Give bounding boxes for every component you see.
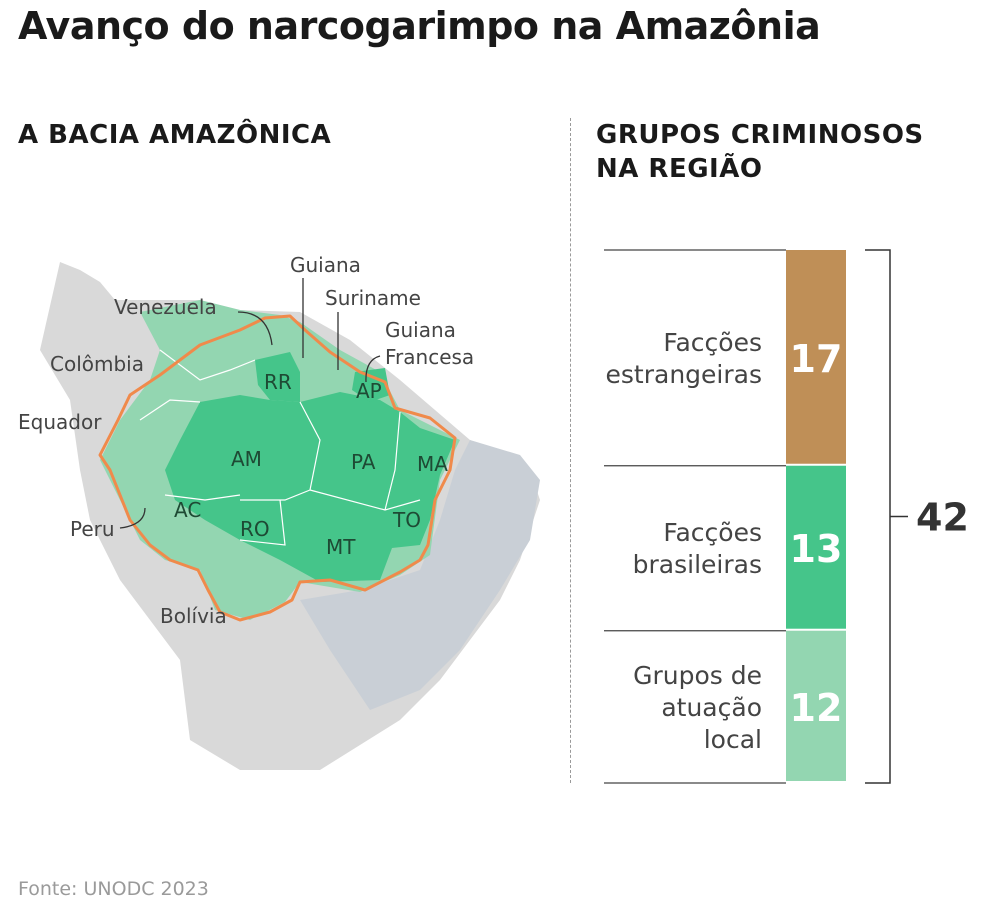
label-state-ac: AC <box>174 498 201 522</box>
label-guiana-francesa-2: Francesa <box>385 345 474 369</box>
label-state-rr: RR <box>264 370 292 394</box>
section-divider <box>570 118 571 783</box>
label-guiana-francesa-1: Guiana <box>385 318 456 342</box>
page-title: Avanço do narcogarimpo na Amazônia <box>18 4 821 48</box>
bar-segment-2 <box>786 465 846 629</box>
leader-lines <box>119 278 381 529</box>
label-colombia: Colômbia <box>50 352 144 376</box>
category-label: estrangeiras <box>606 360 762 389</box>
label-state-ma: MA <box>417 452 448 476</box>
category-label: Facções <box>663 518 762 547</box>
label-state-ap: AP <box>356 379 382 403</box>
label-state-mt: MT <box>326 535 356 559</box>
category-label: atuação <box>661 693 762 722</box>
bar-value-label: 17 <box>790 337 843 381</box>
label-guiana: Guiana <box>290 253 361 277</box>
category-label: brasileiras <box>633 550 762 579</box>
roraima-shape <box>255 352 300 402</box>
label-equador: Equador <box>18 410 102 434</box>
state-borders <box>139 349 421 546</box>
source-note: Fonte: UNODC 2023 <box>18 878 209 900</box>
groups-heading-line2: NA REGIÃO <box>596 154 763 184</box>
amapa-shape <box>352 368 390 402</box>
label-suriname: Suriname <box>325 286 421 310</box>
label-state-pa: PA <box>351 450 376 474</box>
label-state-to: TO <box>392 508 421 532</box>
brazil-outside-basin <box>300 440 540 710</box>
groups-heading-line1: GRUPOS CRIMINOSOS <box>596 120 924 150</box>
bar-value-label: 12 <box>790 686 843 730</box>
bar-value-label: 13 <box>790 527 843 571</box>
category-label: local <box>704 725 762 754</box>
total-bracket <box>865 249 908 784</box>
label-state-am: AM <box>231 447 262 471</box>
map-heading: A BACIA AMAZÔNICA <box>18 120 332 150</box>
category-label: Facções <box>663 328 762 357</box>
bar-segment-1 <box>786 250 846 464</box>
total-value-label: 42 <box>916 496 969 540</box>
basin-boundary <box>98 314 457 622</box>
label-peru: Peru <box>70 517 115 541</box>
label-venezuela: Venezuela <box>114 295 217 319</box>
category-label: Grupos de <box>633 661 762 690</box>
label-bolivia: Bolívia <box>160 604 227 628</box>
amazon-basin-map: Guiana Venezuela Suriname Guiana Frances… <box>18 253 540 770</box>
label-state-ro: RO <box>240 517 270 541</box>
groups-stacked-bar-chart: 17 Facções estrangeiras 13 Facções brasileira… <box>604 249 969 784</box>
groups-heading: GRUPOS CRIMINOSOS NA REGIÃO <box>596 118 976 186</box>
bar-segment-3 <box>786 630 846 781</box>
